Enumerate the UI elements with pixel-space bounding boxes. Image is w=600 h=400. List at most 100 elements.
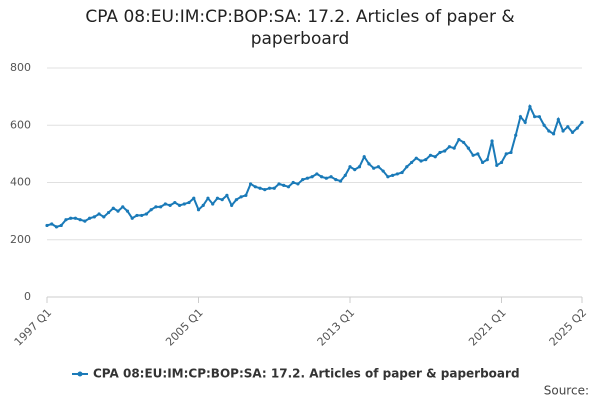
data-point [168,203,172,207]
data-point [514,133,518,137]
data-point [353,168,357,172]
x-tick-label: 2013 Q1 [315,306,358,349]
y-tick-label: 0 [24,290,31,303]
data-point [580,120,584,124]
data-point [125,209,130,213]
data-point [272,186,276,190]
data-point [177,203,182,207]
data-point [395,172,399,176]
data-point [182,202,186,206]
data-point [376,165,381,169]
data-point [447,145,452,149]
x-tick-label: 1997 Q1 [12,306,55,349]
y-tick-label: 200 [10,233,31,246]
data-point [116,209,120,213]
data-point [495,163,499,167]
data-point [372,166,376,170]
data-point [343,173,347,177]
data-point [282,183,286,187]
legend-marker [77,371,83,377]
data-point [386,175,390,179]
data-point [206,196,210,200]
data-point [187,200,191,205]
data-point [310,175,314,179]
data-point [135,213,139,218]
x-tick-label: 2025 Q2 [547,306,590,349]
data-point [140,213,144,218]
data-point [201,203,205,207]
data-point [334,178,338,182]
data-point [367,162,371,166]
data-point [556,117,560,122]
data-point [296,182,300,186]
data-point [159,205,163,209]
data-point [149,208,153,212]
y-tick-label: 800 [10,61,31,74]
data-point [443,149,447,153]
data-point [277,182,281,186]
data-point [542,123,546,127]
data-point [476,152,480,156]
data-point [533,115,537,119]
data-point [248,182,253,186]
data-point [329,175,333,179]
data-point [561,129,565,133]
data-point [83,219,87,223]
data-point [106,210,111,215]
data-point [471,153,475,157]
data-point [50,222,54,226]
data-point [509,150,513,155]
data-point [64,218,68,222]
data-point [69,216,73,220]
data-point [338,179,343,183]
data-point [348,165,352,169]
data-point [111,206,115,210]
data-point [324,176,328,180]
data-point [239,195,243,199]
data-point [424,158,428,162]
data-point [144,212,149,216]
data-point [192,196,196,200]
data-point [59,223,63,228]
data-point [173,200,177,205]
data-point [566,125,570,129]
x-tick-label: 2021 Q1 [466,306,509,349]
data-point [452,146,456,150]
data-point [433,155,437,159]
data-point [523,120,527,124]
chart-title: CPA 08:EU:IM:CP:BOP:SA: 17.2. Articles o… [85,7,515,49]
data-point [220,198,224,202]
data-point [163,202,167,206]
data-point [551,132,556,136]
data-point [504,152,508,156]
data-point [490,139,494,143]
data-point [462,140,466,145]
data-point [466,146,470,150]
data-point [230,203,234,207]
data-point [570,130,575,135]
data-point [301,178,305,182]
x-tick-label: 2005 Q1 [163,306,206,349]
data-point [438,150,442,155]
data-point [225,193,229,197]
data-point [88,216,92,220]
data-point [234,198,238,202]
data-point [291,180,295,185]
data-point [457,137,461,142]
data-point [54,225,59,229]
data-point [414,156,418,160]
data-point [419,159,423,163]
data-point [97,212,101,216]
data-point [428,153,433,157]
data-point [258,186,262,190]
data-point [537,115,541,119]
data-point [211,202,215,206]
data-point [92,215,96,219]
data-point [499,160,504,165]
data-point [45,223,49,228]
data-point [362,155,366,159]
data-point [405,165,409,169]
data-point [315,172,319,176]
